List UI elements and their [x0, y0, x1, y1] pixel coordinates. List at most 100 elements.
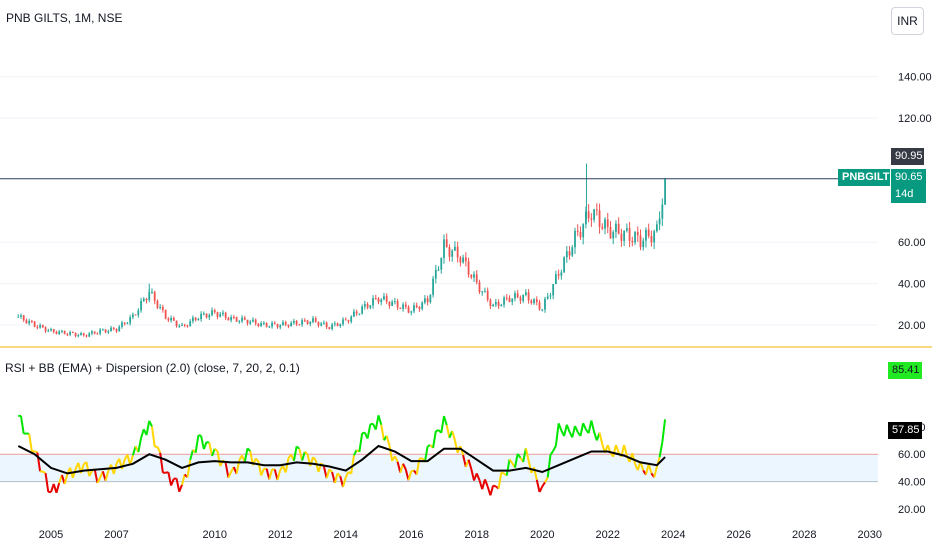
candle-body[interactable] [516, 293, 519, 298]
rsi-segment[interactable] [647, 463, 653, 474]
candle-body[interactable] [492, 304, 495, 307]
candle-body[interactable] [623, 230, 626, 241]
rsi-segment[interactable] [516, 453, 522, 459]
rsi-segment[interactable] [44, 472, 50, 492]
rsi-segment[interactable] [137, 437, 143, 453]
candle-body[interactable] [252, 319, 254, 322]
rsi-segment[interactable] [93, 468, 99, 484]
candle-body[interactable] [145, 298, 148, 301]
candle-body[interactable] [213, 310, 216, 313]
candle-body[interactable] [320, 323, 323, 326]
rsi-segment[interactable] [361, 431, 366, 435]
rsi-segment[interactable] [366, 424, 372, 439]
candle-body[interactable] [396, 301, 399, 308]
candle-body[interactable] [443, 239, 445, 258]
rsi-segment[interactable] [342, 477, 347, 488]
rsi-segment[interactable] [524, 448, 530, 461]
rsi-segment[interactable] [475, 472, 481, 481]
candle-body[interactable] [298, 324, 301, 326]
rsi-segment[interactable] [200, 435, 205, 450]
candle-body[interactable] [243, 317, 246, 320]
rsi-segment[interactable] [268, 469, 274, 480]
rsi-segment[interactable] [156, 446, 162, 454]
candle-body[interactable] [282, 322, 284, 326]
candle-body[interactable] [429, 294, 432, 303]
rsi-segment[interactable] [435, 429, 439, 433]
rsi-segment[interactable] [167, 471, 173, 486]
candle-body[interactable] [628, 228, 631, 241]
rsi-segment[interactable] [541, 481, 546, 488]
rsi-segment[interactable] [380, 424, 385, 441]
candle-body[interactable] [112, 327, 115, 330]
rsi-segment[interactable] [292, 446, 298, 462]
candle-body[interactable] [331, 324, 334, 330]
rsi-segment[interactable] [492, 484, 497, 488]
candle-body[interactable] [186, 325, 189, 327]
rsi-segment[interactable] [500, 471, 505, 475]
rsi-segment[interactable] [538, 486, 544, 493]
rsi-segment[interactable] [614, 444, 620, 454]
candle-body[interactable] [631, 240, 634, 243]
candle-body[interactable] [598, 210, 601, 227]
candle-body[interactable] [71, 332, 74, 334]
candle-body[interactable] [276, 323, 279, 328]
candle-body[interactable] [99, 329, 102, 334]
rsi-segment[interactable] [571, 425, 576, 438]
candle-body[interactable] [192, 317, 194, 322]
candle-body[interactable] [478, 282, 481, 293]
candle-body[interactable] [63, 330, 66, 335]
candle-body[interactable] [404, 304, 407, 307]
candle-body[interactable] [445, 239, 448, 248]
candle-body[interactable] [159, 306, 162, 308]
rsi-segment[interactable] [513, 453, 519, 468]
candle-body[interactable] [355, 311, 358, 314]
candle-body[interactable] [284, 322, 287, 325]
candle-body[interactable] [609, 226, 612, 239]
candle-body[interactable] [323, 322, 325, 324]
rsi-segment[interactable] [140, 428, 145, 439]
rsi-segment[interactable] [322, 466, 328, 479]
candle-body[interactable] [58, 331, 61, 334]
candle-body[interactable] [363, 303, 366, 307]
candle-body[interactable] [440, 257, 443, 270]
rsi-segment[interactable] [407, 470, 413, 481]
rsi-segment[interactable] [423, 446, 429, 463]
candle-body[interactable] [391, 301, 394, 306]
candle-body[interactable] [295, 320, 298, 325]
candle-body[interactable] [260, 323, 263, 327]
candle-body[interactable] [197, 319, 200, 321]
candle-body[interactable] [235, 317, 238, 322]
candle-body[interactable] [557, 274, 560, 276]
candle-body[interactable] [137, 310, 140, 315]
rsi-segment[interactable] [489, 485, 495, 496]
rsi-segment[interactable] [467, 459, 473, 470]
candle-body[interactable] [475, 274, 478, 283]
candle-body[interactable] [202, 313, 205, 315]
candle-body[interactable] [418, 307, 421, 309]
candle-body[interactable] [246, 319, 249, 324]
candle-body[interactable] [615, 223, 617, 233]
rsi-segment[interactable] [350, 455, 355, 474]
rsi-segment[interactable] [28, 433, 33, 452]
candle-body[interactable] [617, 223, 620, 234]
candle-body[interactable] [655, 224, 658, 232]
candle-body[interactable] [82, 333, 85, 336]
candle-body[interactable] [175, 320, 178, 327]
candle-body[interactable] [552, 284, 555, 296]
candle-body[interactable] [148, 292, 151, 301]
rsi-segment[interactable] [563, 424, 568, 437]
candle-body[interactable] [216, 312, 219, 317]
candle-body[interactable] [571, 247, 574, 256]
rsi-segment[interactable] [178, 484, 183, 493]
candle-body[interactable] [208, 315, 211, 318]
rsi-segment[interactable] [565, 424, 571, 433]
rsi-segment[interactable] [497, 472, 503, 489]
candle-body[interactable] [17, 316, 20, 318]
rsi-segment[interactable] [34, 450, 38, 454]
candle-body[interactable] [194, 317, 197, 320]
candle-body[interactable] [339, 324, 342, 327]
candle-body[interactable] [410, 311, 413, 313]
candle-body[interactable] [560, 272, 563, 276]
rsi-segment[interactable] [432, 431, 437, 449]
